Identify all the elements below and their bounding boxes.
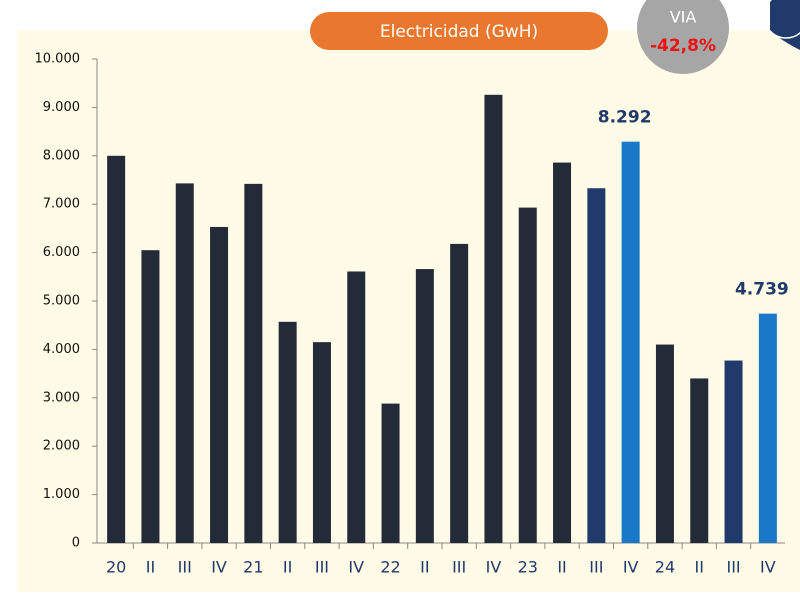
bar xyxy=(724,360,743,543)
y-tick-label: 7.000 xyxy=(43,197,80,212)
x-tick-label: 21 xyxy=(243,558,263,577)
x-tick-label: III xyxy=(315,558,329,577)
bar xyxy=(347,271,366,543)
x-tick-label: II xyxy=(146,558,155,577)
bar xyxy=(655,344,674,543)
x-tick-label: IV xyxy=(623,558,639,577)
x-tick-label: 22 xyxy=(380,558,400,577)
bar xyxy=(518,207,537,543)
y-tick-label: 1.000 xyxy=(43,487,80,502)
x-tick-label: III xyxy=(178,558,192,577)
y-tick-label: 0 xyxy=(72,536,80,551)
x-tick-label: III xyxy=(589,558,603,577)
badge-value: -42,8% xyxy=(650,36,716,56)
bar xyxy=(415,269,434,543)
x-tick-label: II xyxy=(557,558,566,577)
bar xyxy=(210,226,229,543)
y-tick-label: 4.000 xyxy=(43,342,80,357)
badge xyxy=(637,0,729,74)
bar xyxy=(484,94,503,543)
bar xyxy=(587,188,606,543)
x-tick-label: III xyxy=(452,558,466,577)
bar xyxy=(107,155,126,544)
x-tick-label: IV xyxy=(348,558,364,577)
x-tick-label: IV xyxy=(486,558,502,577)
x-tick-label: IV xyxy=(760,558,776,577)
y-tick-label: 5.000 xyxy=(43,294,80,309)
bar xyxy=(690,378,709,543)
x-tick-label: 24 xyxy=(655,558,675,577)
bar xyxy=(553,162,572,544)
plot-background xyxy=(18,30,800,592)
x-tick-label: II xyxy=(420,558,429,577)
bar xyxy=(312,342,331,543)
chart-title: Electricidad (GwH) xyxy=(380,22,538,42)
bar xyxy=(141,250,160,543)
bar xyxy=(450,243,469,543)
y-tick-label: 3.000 xyxy=(43,390,80,405)
x-tick-label: 20 xyxy=(106,558,126,577)
bar xyxy=(175,183,194,543)
x-tick-label: III xyxy=(726,558,740,577)
title-pill xyxy=(310,12,608,50)
y-tick-label: 8.000 xyxy=(43,148,80,163)
bar xyxy=(244,183,263,543)
value-label: 4.739 xyxy=(735,280,789,300)
bar xyxy=(278,321,297,543)
x-tick-label: II xyxy=(283,558,292,577)
y-tick-label: 9.000 xyxy=(43,100,80,115)
bar xyxy=(758,313,777,543)
y-tick-label: 6.000 xyxy=(43,245,80,260)
badge-label: VIA xyxy=(670,8,697,27)
x-tick-label: II xyxy=(695,558,704,577)
bar xyxy=(621,141,640,543)
y-tick-label: 10.000 xyxy=(35,52,81,67)
x-tick-label: 23 xyxy=(518,558,538,577)
y-tick-label: 2.000 xyxy=(43,439,80,454)
logo-seal xyxy=(763,0,800,39)
bar xyxy=(381,403,400,543)
x-tick-label: IV xyxy=(211,558,227,577)
value-label: 8.292 xyxy=(598,108,652,128)
